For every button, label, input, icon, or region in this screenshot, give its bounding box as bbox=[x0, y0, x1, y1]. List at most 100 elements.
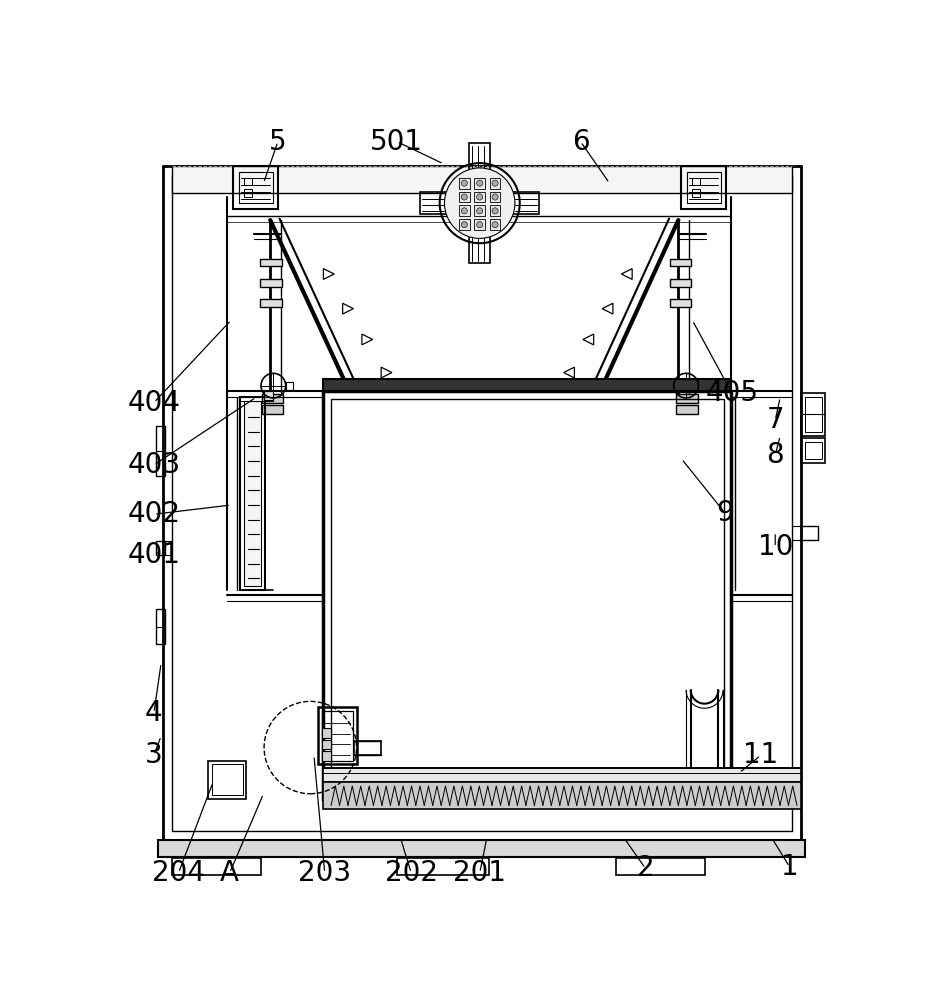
Bar bbox=[262, 394, 284, 403]
Bar bbox=[693, 189, 700, 197]
Text: 6: 6 bbox=[572, 128, 590, 156]
Bar bbox=[354, 741, 381, 755]
Bar bbox=[324, 391, 732, 799]
Bar bbox=[262, 405, 284, 414]
Bar bbox=[475, 192, 485, 202]
Bar bbox=[490, 178, 501, 189]
Text: 202: 202 bbox=[385, 859, 438, 887]
Text: 11: 11 bbox=[743, 741, 779, 769]
Bar bbox=[801, 526, 818, 540]
Bar bbox=[155, 426, 165, 476]
Circle shape bbox=[492, 208, 498, 214]
Bar bbox=[490, 219, 501, 230]
Bar bbox=[322, 711, 353, 761]
Bar bbox=[155, 609, 165, 644]
Text: 2: 2 bbox=[636, 854, 654, 882]
Bar bbox=[155, 541, 165, 555]
Circle shape bbox=[476, 180, 483, 186]
Circle shape bbox=[492, 180, 498, 186]
Bar bbox=[805, 397, 822, 432]
Text: 5: 5 bbox=[269, 128, 286, 156]
Bar bbox=[469, 143, 490, 170]
Bar bbox=[324, 379, 732, 391]
Bar bbox=[233, 166, 278, 209]
Bar bbox=[260, 299, 282, 307]
Circle shape bbox=[461, 208, 467, 214]
Bar bbox=[513, 192, 539, 214]
Text: 10: 10 bbox=[757, 533, 793, 561]
Bar bbox=[670, 259, 692, 266]
Bar bbox=[459, 205, 470, 216]
Bar bbox=[459, 219, 470, 230]
Bar bbox=[459, 178, 470, 189]
Bar bbox=[158, 840, 805, 857]
Bar bbox=[322, 728, 331, 738]
Circle shape bbox=[461, 180, 467, 186]
Bar bbox=[469, 236, 490, 263]
Circle shape bbox=[476, 194, 483, 200]
Bar bbox=[490, 205, 501, 216]
Text: 405: 405 bbox=[706, 379, 758, 407]
Text: 9: 9 bbox=[716, 499, 734, 527]
Bar bbox=[475, 205, 485, 216]
Bar bbox=[670, 279, 692, 287]
Bar bbox=[616, 858, 705, 875]
Bar bbox=[670, 299, 692, 307]
Text: 7: 7 bbox=[767, 406, 784, 434]
Circle shape bbox=[476, 222, 483, 228]
Bar bbox=[244, 401, 261, 586]
Bar bbox=[172, 166, 792, 193]
Text: 403: 403 bbox=[127, 451, 181, 479]
Bar bbox=[318, 707, 357, 764]
Text: A: A bbox=[220, 859, 239, 887]
Text: 201: 201 bbox=[453, 859, 506, 887]
Bar bbox=[324, 768, 801, 782]
Bar bbox=[239, 172, 272, 203]
Text: 401: 401 bbox=[127, 541, 181, 569]
Bar bbox=[674, 382, 681, 389]
Circle shape bbox=[492, 222, 498, 228]
Bar bbox=[475, 219, 485, 230]
Circle shape bbox=[461, 194, 467, 200]
Text: 402: 402 bbox=[127, 500, 181, 528]
Bar bbox=[693, 178, 700, 185]
Circle shape bbox=[492, 194, 498, 200]
Bar bbox=[260, 279, 282, 287]
Bar bbox=[801, 393, 826, 436]
Text: 8: 8 bbox=[767, 441, 784, 469]
Bar bbox=[208, 761, 246, 799]
Bar bbox=[322, 751, 331, 761]
Text: 1: 1 bbox=[781, 853, 798, 881]
Circle shape bbox=[476, 208, 483, 214]
Bar bbox=[331, 399, 724, 791]
Text: 4: 4 bbox=[145, 699, 163, 727]
Bar bbox=[264, 391, 273, 400]
Circle shape bbox=[461, 222, 467, 228]
Bar bbox=[212, 764, 242, 795]
Text: 204: 204 bbox=[152, 859, 205, 887]
Bar bbox=[801, 438, 826, 463]
Bar bbox=[475, 178, 485, 189]
Bar bbox=[676, 405, 697, 414]
Text: 501: 501 bbox=[371, 128, 423, 156]
Bar bbox=[244, 178, 252, 185]
Bar bbox=[241, 397, 265, 590]
Bar bbox=[459, 192, 470, 202]
Bar bbox=[322, 740, 331, 749]
Bar bbox=[676, 394, 697, 403]
Bar bbox=[420, 192, 446, 214]
Text: 3: 3 bbox=[145, 741, 163, 769]
Text: 203: 203 bbox=[299, 859, 351, 887]
Bar bbox=[681, 166, 726, 209]
Bar bbox=[260, 259, 282, 266]
Bar bbox=[805, 442, 822, 459]
Bar bbox=[172, 858, 261, 875]
Bar bbox=[397, 858, 489, 875]
Bar bbox=[687, 172, 721, 203]
Circle shape bbox=[445, 168, 515, 238]
Bar bbox=[324, 782, 801, 809]
Bar bbox=[244, 189, 252, 197]
Bar bbox=[285, 382, 293, 389]
Bar bbox=[490, 192, 501, 202]
Text: 404: 404 bbox=[127, 389, 181, 417]
